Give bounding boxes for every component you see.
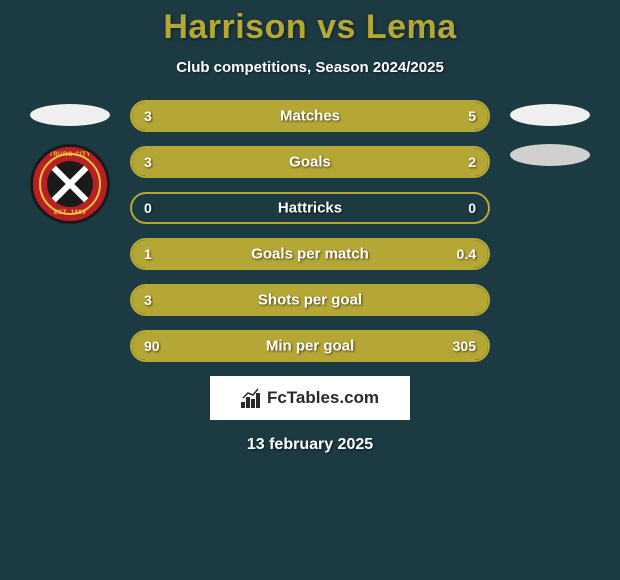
stat-label: Shots per goal xyxy=(258,292,362,309)
stat-bar-fill-left xyxy=(132,102,274,130)
comparison-card: Harrison vs Lema Club competitions, Seas… xyxy=(0,0,620,454)
left-column: TRURO CITY EST. 1889 xyxy=(20,100,120,224)
club-badge-placeholder xyxy=(510,144,590,166)
stat-bar: Min per goal 90 305 xyxy=(130,330,490,362)
stat-value-left: 3 xyxy=(144,292,152,308)
stat-label: Matches xyxy=(280,108,340,125)
stat-value-right: 2 xyxy=(468,154,476,170)
stat-value-right: 0.4 xyxy=(457,246,476,262)
right-column xyxy=(500,100,600,166)
stat-value-left: 3 xyxy=(144,108,152,124)
subtitle: Club competitions, Season 2024/2025 xyxy=(0,59,620,76)
date-label: 13 february 2025 xyxy=(0,436,620,454)
player-avatar-placeholder xyxy=(30,104,110,126)
brand-logo: FcTables.com xyxy=(210,376,410,420)
stat-value-right: 0 xyxy=(468,200,476,216)
club-badge-cross-icon xyxy=(47,161,93,207)
club-badge: TRURO CITY EST. 1889 xyxy=(30,144,110,224)
stat-bars: Matches 3 5 Goals 3 2 Hattricks 0 0 Goals per mat… xyxy=(120,100,500,362)
stat-label: Goals per match xyxy=(251,246,369,263)
page-title: Harrison vs Lema xyxy=(0,8,620,47)
stat-value-right: 5 xyxy=(468,108,476,124)
stat-value-left: 3 xyxy=(144,154,152,170)
stat-value-left: 1 xyxy=(144,246,152,262)
stat-bar: Matches 3 5 xyxy=(130,100,490,132)
stat-bar: Shots per goal 3 xyxy=(130,284,490,316)
brand-text: FcTables.com xyxy=(267,388,379,408)
stat-bar: Goals 3 2 xyxy=(130,146,490,178)
stat-bar-fill-right xyxy=(346,148,488,176)
stat-value-right: 305 xyxy=(453,338,476,354)
chart-icon xyxy=(241,388,263,408)
stat-label: Min per goal xyxy=(266,338,354,355)
club-badge-bottom-text: EST. 1889 xyxy=(54,210,86,216)
stat-bar: Goals per match 1 0.4 xyxy=(130,238,490,270)
stat-bar: Hattricks 0 0 xyxy=(130,192,490,224)
stat-label: Goals xyxy=(289,154,331,171)
stat-label: Hattricks xyxy=(278,200,342,217)
stat-value-left: 90 xyxy=(144,338,160,354)
main-row: TRURO CITY EST. 1889 Matches 3 5 Goals 3 2 Hat… xyxy=(0,100,620,362)
stat-value-left: 0 xyxy=(144,200,152,216)
club-badge-top-text: TRURO CITY xyxy=(49,152,91,158)
player-avatar-placeholder xyxy=(510,104,590,126)
